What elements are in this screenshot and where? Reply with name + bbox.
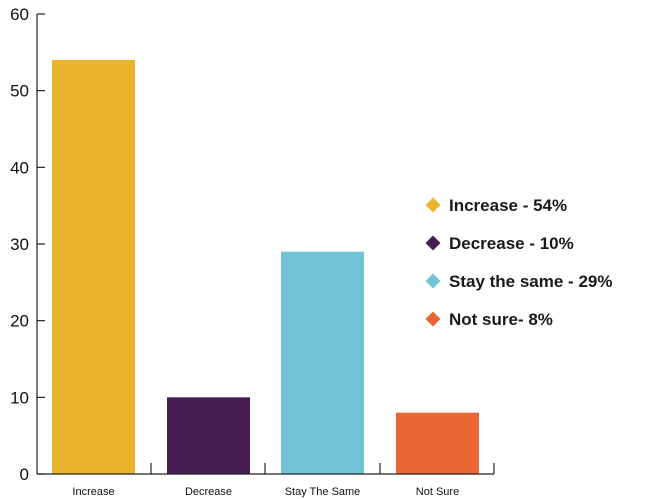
y-tick-label-0: 0 <box>20 465 29 484</box>
x-category-label-stay-the-same: Stay The Same <box>285 486 361 498</box>
legend: Increase - 54% Decrease - 10% Stay the sam… <box>425 196 612 329</box>
y-tick-label-20: 20 <box>10 312 29 331</box>
y-tick-label-10: 10 <box>10 388 29 407</box>
y-tick-label-60: 60 <box>10 5 29 24</box>
x-category-label-decrease: Decrease <box>185 486 232 498</box>
bars-layer <box>52 60 479 474</box>
y-tick-label-50: 50 <box>10 82 29 101</box>
axes-layer: 0 10 20 30 40 50 60 Increase Decrease Stay The Sa… <box>10 5 495 498</box>
diamond-icon <box>425 197 441 213</box>
legend-item-3: Not sure- 8% <box>425 310 553 329</box>
x-category-label-increase: Increase <box>72 486 114 498</box>
bar-not-sure <box>396 412 479 474</box>
legend-label: Stay the same - 29% <box>449 272 612 291</box>
bar-stay-the-same <box>281 251 364 474</box>
y-tick-label-30: 30 <box>10 235 29 254</box>
legend-item-1: Decrease - 10% <box>425 234 574 253</box>
x-category-label-not-sure: Not Sure <box>416 486 459 498</box>
legend-label: Decrease - 10% <box>449 234 574 253</box>
bar-increase <box>52 60 135 474</box>
bar-decrease <box>167 397 250 474</box>
diamond-icon <box>425 311 441 327</box>
diamond-icon <box>425 273 441 289</box>
legend-item-2: Stay the same - 29% <box>425 272 612 291</box>
legend-label: Not sure- 8% <box>449 310 553 329</box>
legend-label: Increase - 54% <box>449 196 567 215</box>
diamond-icon <box>425 235 441 251</box>
legend-item-0: Increase - 54% <box>425 196 567 215</box>
y-tick-label-40: 40 <box>10 158 29 177</box>
